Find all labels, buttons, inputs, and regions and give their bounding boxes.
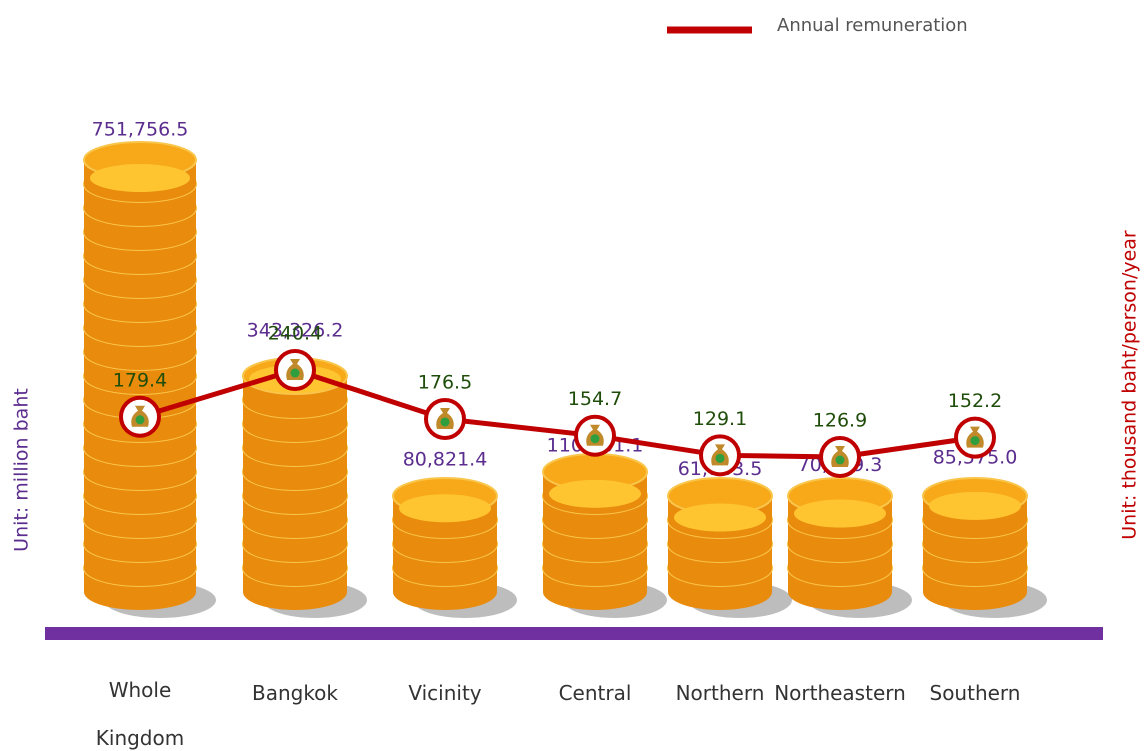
coin-top bbox=[549, 480, 641, 508]
money-dot bbox=[441, 417, 450, 426]
money-dot bbox=[591, 434, 600, 443]
money-dot bbox=[971, 436, 980, 445]
value-label: 751,756.5 bbox=[92, 119, 189, 141]
line-marker bbox=[701, 436, 739, 474]
money-dot bbox=[836, 456, 845, 465]
coin-stack bbox=[543, 454, 667, 618]
line-marker bbox=[576, 417, 614, 455]
coin-stack bbox=[788, 478, 912, 618]
x-tick-label: Central bbox=[540, 669, 650, 717]
coin-top bbox=[794, 500, 886, 528]
coin-top bbox=[399, 494, 491, 522]
money-dot bbox=[716, 454, 725, 463]
legend-label: Annual remuneration bbox=[777, 15, 968, 36]
money-dot bbox=[291, 369, 300, 378]
coin-top bbox=[90, 164, 190, 192]
coin-stack bbox=[393, 478, 517, 618]
x-tick-label: Northeastern bbox=[765, 669, 915, 717]
x-tick-label: Bangkok bbox=[240, 669, 350, 717]
coin-stack bbox=[923, 478, 1047, 618]
ground-bar bbox=[45, 627, 1103, 640]
line-marker bbox=[426, 400, 464, 438]
line-marker bbox=[821, 438, 859, 476]
money-dot bbox=[136, 415, 145, 424]
y2-axis-title: Unit: thousand baht/person/year bbox=[1119, 230, 1141, 540]
line-value-label: 179.4 bbox=[113, 369, 167, 391]
line-value-label: 152.2 bbox=[948, 390, 1002, 412]
line-value-label: 126.9 bbox=[813, 410, 867, 432]
line-value-label: 240.4 bbox=[268, 323, 322, 345]
line-value-label: 176.5 bbox=[418, 371, 472, 393]
x-tick-label: Northern bbox=[665, 669, 775, 717]
coin-top bbox=[929, 492, 1021, 520]
chart-svg: Unit: million baht Unit: thousand baht/p… bbox=[0, 0, 1148, 751]
line-marker bbox=[276, 351, 314, 389]
x-tick-label: Whole Kingdom bbox=[90, 666, 190, 751]
x-tick-label: Vicinity bbox=[390, 669, 500, 717]
value-label: 80,821.4 bbox=[403, 449, 488, 471]
line-marker bbox=[956, 419, 994, 457]
x-tick-label: Southern bbox=[920, 669, 1030, 717]
coin-stack bbox=[668, 478, 792, 618]
coin-top bbox=[674, 504, 766, 532]
y-axis-title: Unit: million baht bbox=[11, 388, 33, 552]
coin-stack bbox=[243, 358, 367, 618]
line-value-label: 129.1 bbox=[693, 408, 747, 430]
chart: Unit: million baht Unit: thousand baht/p… bbox=[0, 0, 1148, 751]
line-value-label: 154.7 bbox=[568, 388, 622, 410]
line-marker bbox=[121, 398, 159, 436]
